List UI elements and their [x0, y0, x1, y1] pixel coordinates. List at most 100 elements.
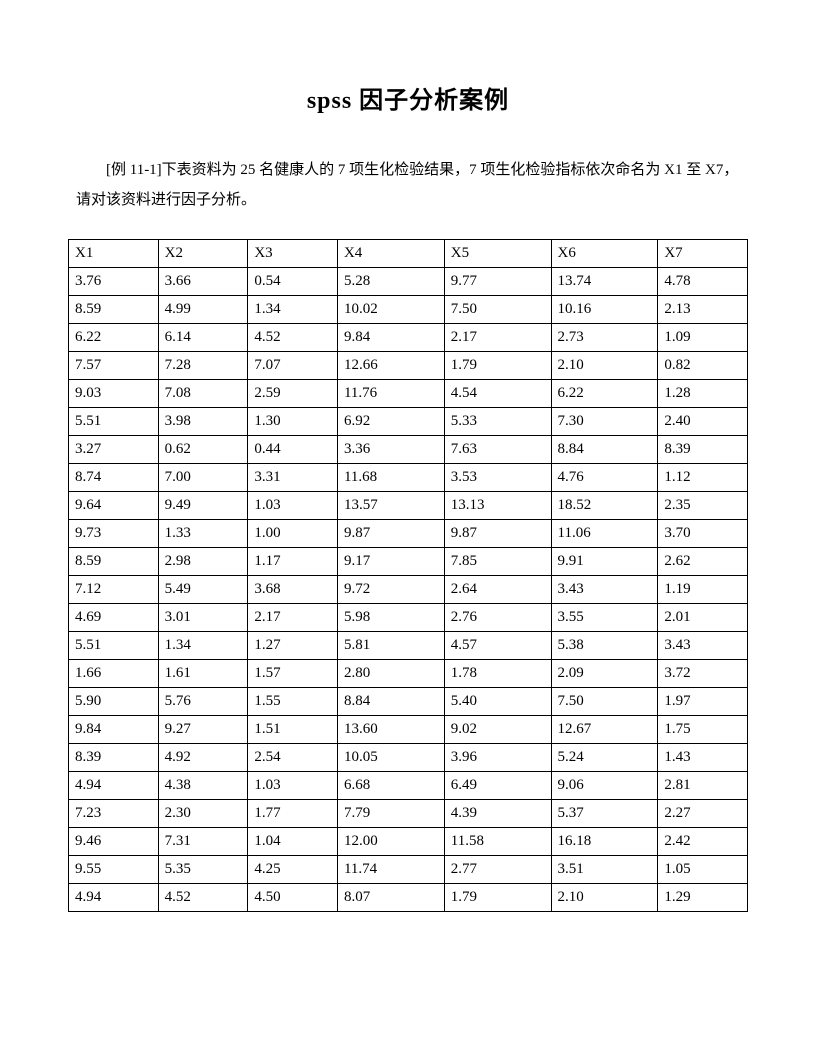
data-table: X1 X2 X3 X4 X5 X6 X7 3.763.660.545.289.7… — [68, 239, 748, 912]
table-cell: 6.22 — [551, 380, 658, 408]
table-cell: 4.92 — [158, 744, 248, 772]
table-cell: 3.01 — [158, 604, 248, 632]
table-row: 4.693.012.175.982.763.552.01 — [69, 604, 748, 632]
table-cell: 3.53 — [444, 464, 551, 492]
table-cell: 1.43 — [658, 744, 748, 772]
table-cell: 9.73 — [69, 520, 159, 548]
table-cell: 0.44 — [248, 436, 338, 464]
table-cell: 5.98 — [337, 604, 444, 632]
table-cell: 5.90 — [69, 688, 159, 716]
table-cell: 7.50 — [444, 296, 551, 324]
table-cell: 1.30 — [248, 408, 338, 436]
table-cell: 1.17 — [248, 548, 338, 576]
table-cell: 8.84 — [337, 688, 444, 716]
table-cell: 6.68 — [337, 772, 444, 800]
table-cell: 1.51 — [248, 716, 338, 744]
table-cell: 10.05 — [337, 744, 444, 772]
table-cell: 4.39 — [444, 800, 551, 828]
table-cell: 5.35 — [158, 856, 248, 884]
table-cell: 7.79 — [337, 800, 444, 828]
table-cell: 7.28 — [158, 352, 248, 380]
table-row: 8.394.922.5410.053.965.241.43 — [69, 744, 748, 772]
table-cell: 13.57 — [337, 492, 444, 520]
table-cell: 3.36 — [337, 436, 444, 464]
col-header: X7 — [658, 240, 748, 268]
col-header: X3 — [248, 240, 338, 268]
table-cell: 4.69 — [69, 604, 159, 632]
table-cell: 13.13 — [444, 492, 551, 520]
table-cell: 2.59 — [248, 380, 338, 408]
table-row: 3.270.620.443.367.638.848.39 — [69, 436, 748, 464]
table-cell: 7.00 — [158, 464, 248, 492]
table-cell: 18.52 — [551, 492, 658, 520]
table-cell: 0.54 — [248, 268, 338, 296]
table-cell: 0.62 — [158, 436, 248, 464]
table-cell: 5.81 — [337, 632, 444, 660]
table-cell: 9.49 — [158, 492, 248, 520]
col-header: X1 — [69, 240, 159, 268]
table-cell: 4.25 — [248, 856, 338, 884]
table-row: 7.577.287.0712.661.792.100.82 — [69, 352, 748, 380]
table-cell: 12.00 — [337, 828, 444, 856]
table-cell: 9.64 — [69, 492, 159, 520]
table-cell: 1.57 — [248, 660, 338, 688]
table-cell: 2.35 — [658, 492, 748, 520]
table-cell: 8.07 — [337, 884, 444, 912]
table-cell: 1.75 — [658, 716, 748, 744]
table-cell: 12.66 — [337, 352, 444, 380]
table-cell: 16.18 — [551, 828, 658, 856]
table-row: 6.226.144.529.842.172.731.09 — [69, 324, 748, 352]
intro-paragraph: [例 11-1]下表资料为 25 名健康人的 7 项生化检验结果，7 项生化检验… — [68, 155, 748, 215]
table-cell: 7.12 — [69, 576, 159, 604]
table-cell: 7.57 — [69, 352, 159, 380]
table-cell: 6.14 — [158, 324, 248, 352]
table-cell: 2.17 — [248, 604, 338, 632]
table-cell: 9.55 — [69, 856, 159, 884]
table-cell: 2.13 — [658, 296, 748, 324]
table-cell: 9.06 — [551, 772, 658, 800]
table-cell: 8.59 — [69, 548, 159, 576]
table-cell: 9.77 — [444, 268, 551, 296]
col-header: X5 — [444, 240, 551, 268]
table-cell: 1.12 — [658, 464, 748, 492]
table-cell: 5.49 — [158, 576, 248, 604]
table-cell: 1.00 — [248, 520, 338, 548]
table-cell: 9.02 — [444, 716, 551, 744]
table-cell: 1.03 — [248, 772, 338, 800]
table-cell: 1.61 — [158, 660, 248, 688]
table-row: 9.555.354.2511.742.773.511.05 — [69, 856, 748, 884]
table-cell: 1.04 — [248, 828, 338, 856]
page-title: spss 因子分析案例 — [68, 80, 748, 115]
table-cell: 1.19 — [658, 576, 748, 604]
table-cell: 2.54 — [248, 744, 338, 772]
table-cell: 5.38 — [551, 632, 658, 660]
table-cell: 4.94 — [69, 772, 159, 800]
table-cell: 4.57 — [444, 632, 551, 660]
table-cell: 3.55 — [551, 604, 658, 632]
table-cell: 7.07 — [248, 352, 338, 380]
table-row: 5.511.341.275.814.575.383.43 — [69, 632, 748, 660]
table-cell: 7.50 — [551, 688, 658, 716]
table-cell: 7.63 — [444, 436, 551, 464]
table-cell: 8.39 — [69, 744, 159, 772]
table-cell: 4.54 — [444, 380, 551, 408]
table-cell: 3.68 — [248, 576, 338, 604]
table-cell: 5.24 — [551, 744, 658, 772]
table-cell: 3.51 — [551, 856, 658, 884]
table-cell: 2.77 — [444, 856, 551, 884]
table-row: 5.513.981.306.925.337.302.40 — [69, 408, 748, 436]
table-row: 1.661.611.572.801.782.093.72 — [69, 660, 748, 688]
table-cell: 6.49 — [444, 772, 551, 800]
table-row: 7.125.493.689.722.643.431.19 — [69, 576, 748, 604]
table-cell: 5.76 — [158, 688, 248, 716]
table-cell: 8.39 — [658, 436, 748, 464]
table-cell: 1.66 — [69, 660, 159, 688]
table-cell: 5.51 — [69, 632, 159, 660]
table-cell: 2.64 — [444, 576, 551, 604]
table-cell: 10.16 — [551, 296, 658, 324]
table-row: 8.747.003.3111.683.534.761.12 — [69, 464, 748, 492]
table-row: 8.594.991.3410.027.5010.162.13 — [69, 296, 748, 324]
table-cell: 5.33 — [444, 408, 551, 436]
table-cell: 7.08 — [158, 380, 248, 408]
table-cell: 7.85 — [444, 548, 551, 576]
